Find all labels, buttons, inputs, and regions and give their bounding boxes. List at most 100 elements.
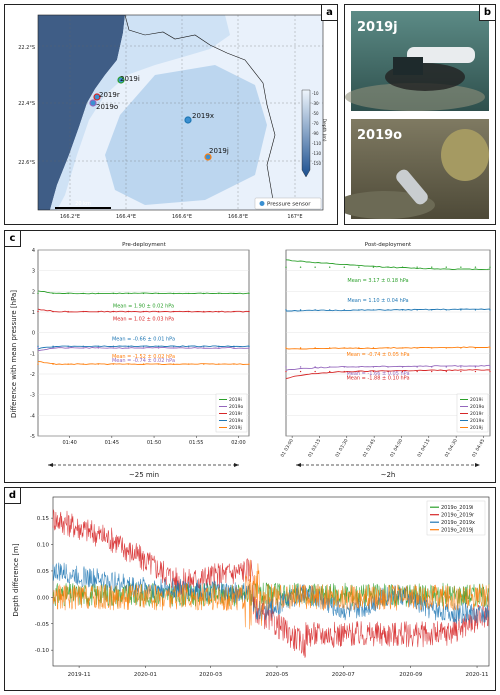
data-point-2019r xyxy=(358,370,360,373)
data-point-2019i xyxy=(416,266,418,268)
data-point-2019r xyxy=(82,310,84,313)
photo-label: 2019j xyxy=(357,20,398,35)
y-tick-label: 3 xyxy=(32,269,35,275)
legend-label-2019x: 2019x xyxy=(470,418,484,424)
data-point-2019o xyxy=(172,347,175,349)
data-point-2019o xyxy=(314,366,316,368)
data-point-2019o xyxy=(52,347,54,349)
data-point-2019j xyxy=(188,363,190,365)
data-point-2019o xyxy=(489,366,491,368)
data-point-2019o xyxy=(401,366,404,368)
data-point-2019j xyxy=(285,347,287,349)
data-point-2019j xyxy=(37,363,39,365)
data-point-2019r xyxy=(203,310,205,313)
data-point-2019o xyxy=(142,347,145,349)
site-label-2019i: 2019i xyxy=(120,75,140,83)
arrow-head-left xyxy=(48,463,53,467)
x-tick-label: 01 04:00 xyxy=(389,438,404,459)
data-point-2019r xyxy=(127,310,130,313)
colorbar-tick: -70 xyxy=(312,121,319,126)
data-point-2019j xyxy=(445,347,447,349)
data-point-2019x xyxy=(203,345,205,348)
site-label-2019r: 2019r xyxy=(99,91,120,99)
y-tick-label: 0.00 xyxy=(37,595,50,601)
mean-label-2019o: Mean = -1.66 ± 0.05 hPa xyxy=(346,371,409,377)
data-point-2019r xyxy=(401,370,404,373)
data-point-2019x xyxy=(82,345,84,348)
data-point-2019x xyxy=(97,345,99,348)
panel-d: d Depth difference [m] 0.15 0.10 0.05 0.00 -… xyxy=(4,487,496,691)
data-point-2019i xyxy=(127,292,130,295)
pressure-sensor-housing xyxy=(407,47,475,63)
legend-label-2019j: 2019j xyxy=(229,425,242,431)
data-point-2019i xyxy=(142,292,145,295)
pressure-sensor-housing xyxy=(396,169,428,205)
data-point-2019o xyxy=(431,366,433,368)
legend-label-2019i: 2019i xyxy=(470,397,483,403)
legend-label-2019r: 2019r xyxy=(470,411,483,417)
mean-label-2019r: Mean = 1.02 ± 0.03 hPa xyxy=(113,317,174,323)
data-point-2019i xyxy=(52,292,54,295)
data-point-2019o xyxy=(157,347,160,349)
mean-label-2019r: Mean = -1.88 ± 0.10 hPa xyxy=(346,376,409,382)
data-point-2019x xyxy=(233,345,235,348)
y-tick-label: -3 xyxy=(30,393,35,399)
data-point-2019i xyxy=(233,292,235,295)
lat-tick: 22.4°S xyxy=(18,101,35,107)
data-point-2019i xyxy=(372,266,375,268)
deep-zone xyxy=(105,65,267,205)
data-point-2019i xyxy=(37,292,39,295)
data-point-2019x xyxy=(460,309,462,311)
x-tick-label: 2020-09 xyxy=(399,672,422,678)
data-point-2019r xyxy=(97,310,99,313)
data-point-2019o xyxy=(474,366,477,368)
data-point-2019o xyxy=(460,366,462,368)
y-tick-label: 1 xyxy=(32,310,35,316)
data-point-2019i xyxy=(445,266,447,268)
series-line-2019o_2019r xyxy=(52,509,490,658)
x-tick-label: 2020-11 xyxy=(466,672,489,678)
x-tick-label: 01 03:15 xyxy=(307,438,322,459)
x-tick-label: 01:50 xyxy=(147,440,161,446)
colorbar-tick: -30 xyxy=(312,101,319,106)
data-point-2019r xyxy=(285,370,287,373)
data-point-2019r xyxy=(416,370,418,373)
legend-label-2019r: 2019r xyxy=(229,411,242,417)
data-point-2019j xyxy=(52,363,54,365)
sensor-marker-2019r xyxy=(93,93,101,101)
data-point-2019r xyxy=(52,310,54,313)
data-point-2019j xyxy=(489,347,491,349)
data-point-2019o xyxy=(299,366,302,368)
data-point-2019j xyxy=(474,347,477,349)
data-point-2019j xyxy=(82,363,84,365)
data-point-2019i xyxy=(358,266,360,268)
plot-frame xyxy=(285,249,491,437)
data-point-2019r xyxy=(218,310,220,313)
mean-label-2019x: Mean = 1.10 ± 0.04 hPa xyxy=(347,298,408,304)
data-point-2019j xyxy=(358,347,360,349)
panel-c: c Pre-deployment Difference with mean pr… xyxy=(4,230,496,483)
data-point-2019j xyxy=(343,347,345,349)
data-point-2019x xyxy=(127,345,130,348)
panel-label-b: b xyxy=(479,5,495,21)
data-point-2019i xyxy=(112,292,115,295)
x-tick-label: 01 04:45 xyxy=(471,438,486,459)
lon-tick: 166.8°E xyxy=(228,214,248,220)
data-point-2019o xyxy=(218,347,220,349)
x-tick-label: 01 03:00 xyxy=(280,438,295,459)
data-point-2019j xyxy=(233,363,235,365)
data-point-2019x xyxy=(112,345,115,348)
panel-a: a 22.2°S 22.4°S 22.6°S 166.2°E 166.4°E 1… xyxy=(4,4,338,225)
data-point-2019x xyxy=(489,309,491,311)
data-point-2019i xyxy=(218,292,220,295)
data-point-2019x xyxy=(52,345,54,348)
data-point-2019i xyxy=(82,292,84,295)
y-tick-label: 0.05 xyxy=(37,569,50,575)
data-point-2019r xyxy=(67,310,69,313)
colorbar-tick: -130 xyxy=(312,151,322,156)
data-point-2019x xyxy=(218,345,220,348)
plot-frame xyxy=(37,249,250,437)
arrow-head-left xyxy=(296,463,301,467)
y-tick-label: 2 xyxy=(32,289,35,295)
pressure-sensor-legend-icon xyxy=(259,201,265,206)
